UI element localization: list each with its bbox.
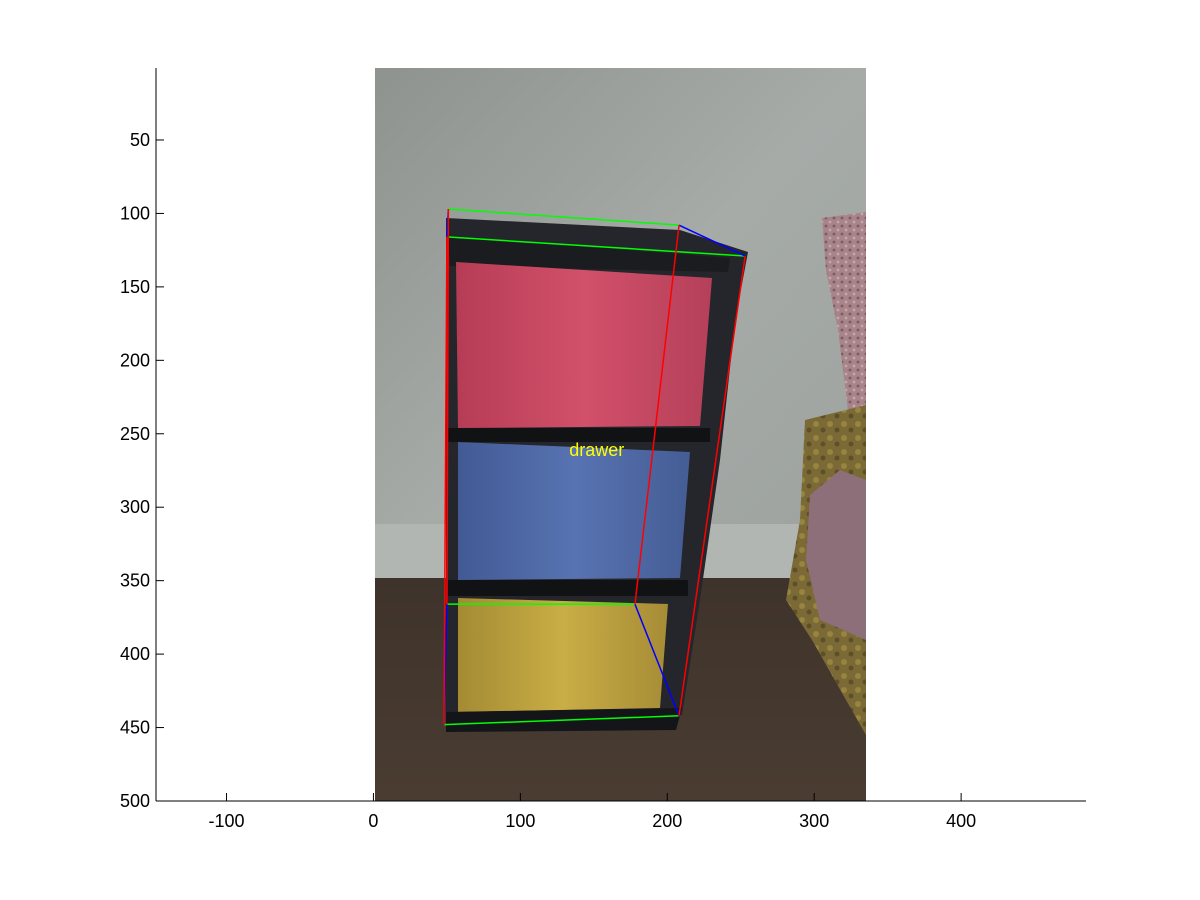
y-tick-label: 400 <box>120 644 150 664</box>
drawer-top <box>448 236 730 272</box>
box-right-back-vertical <box>634 225 680 605</box>
drawer-top-pink <box>456 262 712 428</box>
y-tick-label: 100 <box>120 203 150 223</box>
x-tick-label: 200 <box>652 811 682 831</box>
y-tick-label: 200 <box>120 350 150 370</box>
box-bottom-right-depth-edge <box>634 603 680 717</box>
drawer-unit <box>446 218 748 732</box>
x-tick-label: -100 <box>209 811 245 831</box>
y-tick-label: 500 <box>120 791 150 811</box>
bounding-box-3d <box>443 208 746 726</box>
box-top-right-depth-edge <box>678 224 746 257</box>
drawer-middle-blue <box>458 442 690 580</box>
box-bottom-front-edge <box>443 715 680 726</box>
box-top-back-edge <box>448 208 680 226</box>
y-tick-label: 450 <box>120 718 150 738</box>
x-tick-label: 0 <box>368 811 378 831</box>
y-tick-label: 250 <box>120 424 150 444</box>
object-label: drawer <box>569 440 624 460</box>
box-left-back-vertical <box>446 209 450 605</box>
box-right-front-vertical <box>678 255 746 716</box>
cushion <box>822 212 866 420</box>
x-tick-label: 400 <box>946 811 976 831</box>
x-axis-ticks: -100 0 100 200 300 400 <box>209 793 976 831</box>
drawer-divider-2 <box>448 580 688 596</box>
axes <box>155 68 1086 802</box>
y-tick-label: 150 <box>120 277 150 297</box>
x-tick-label: 100 <box>505 811 535 831</box>
pink-cloth <box>806 470 866 640</box>
photo-image <box>375 68 866 801</box>
x-tick-label: 300 <box>799 811 829 831</box>
y-tick-label: 50 <box>130 130 150 150</box>
box-top-front-edge <box>446 236 746 257</box>
y-axis-ticks: 50 100 150 200 250 300 350 400 450 500 <box>120 130 164 811</box>
box-left-front-vertical <box>443 236 448 725</box>
y-tick-label: 300 <box>120 497 150 517</box>
y-tick-label: 350 <box>120 571 150 591</box>
drawer-bottom-yellow <box>458 598 668 712</box>
drawer-divider-1 <box>448 428 710 442</box>
